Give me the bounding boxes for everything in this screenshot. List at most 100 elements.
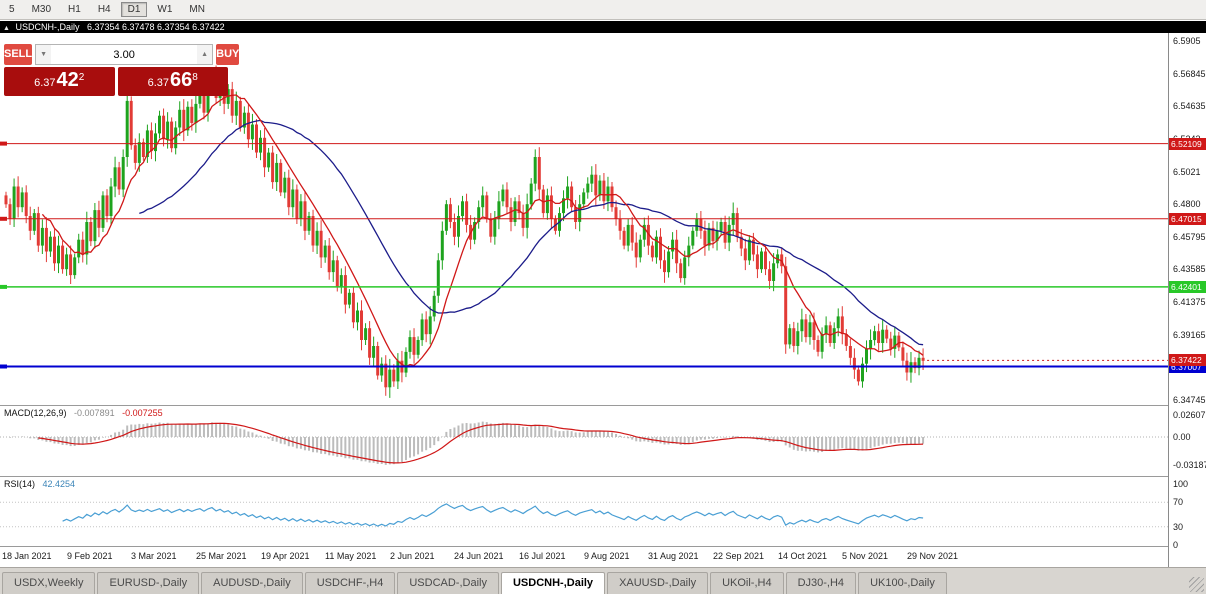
candle-body (129, 100, 133, 146)
sell-price-sup: 2 (78, 72, 85, 83)
candle-body (347, 292, 351, 305)
candle-body (48, 236, 52, 252)
buy-button[interactable]: BUY (216, 44, 240, 65)
tab-USDCHF-,H4[interactable]: USDCHF-,H4 (304, 572, 396, 594)
candle-body (416, 340, 420, 355)
candle-body (44, 227, 48, 252)
candle-body (323, 245, 327, 258)
candle-body (319, 230, 323, 258)
line-left-marker (0, 216, 7, 221)
candle-body (154, 133, 157, 152)
resize-grip[interactable] (1189, 577, 1204, 592)
tab-XAUUSD-,Daily[interactable]: XAUUSD-,Daily (607, 572, 709, 594)
chart-tab-bar: USDX,Weekly EURUSD-,Daily AUDUSD-,Daily USD… (0, 567, 1206, 594)
sell-price-display[interactable]: 6.37 42 2 (4, 67, 115, 96)
tab-USDCNH-,Daily[interactable]: USDCNH-,Daily (500, 572, 606, 594)
collapse-icon[interactable]: ▲ (3, 25, 10, 32)
buy-price-base: 6.37 (147, 77, 170, 89)
candle-body (695, 219, 699, 231)
candle-body (170, 121, 174, 149)
candle-body (230, 89, 234, 116)
price-axis[interactable]: 6.59056.568456.546356.52436.50216.48006.… (1168, 33, 1206, 567)
tab-AUDUSD-,Daily[interactable]: AUDUSD-,Daily (201, 572, 303, 594)
volume-decrease-icon[interactable]: ▼ (36, 45, 52, 64)
timeframe-button-MN[interactable]: MN (189, 4, 205, 15)
candle-body (206, 86, 210, 113)
candle-body (501, 189, 505, 202)
timeframe-button-H4[interactable]: H4 (97, 4, 111, 15)
tab-UKOil-,H4[interactable]: UKOil-,H4 (710, 572, 784, 594)
date-axis-label: 14 Oct 2021 (778, 551, 828, 561)
candle-body (869, 340, 873, 349)
candle-body (65, 254, 69, 270)
candle-body (606, 186, 610, 202)
candle-body (699, 219, 703, 231)
candle-body (638, 239, 642, 258)
candle-body (202, 92, 206, 113)
candle-body (85, 222, 89, 255)
sell-button[interactable]: SELL (4, 44, 33, 65)
date-axis-label: 9 Feb 2021 (67, 551, 113, 561)
candle-body (671, 239, 675, 252)
date-axis-label: 9 Aug 2021 (584, 551, 630, 561)
panel-separator[interactable] (0, 405, 1168, 406)
macd-axis-tick: -0.03187 (1173, 460, 1206, 470)
candle-body (109, 186, 113, 216)
timeframe-button-W1[interactable]: W1 (157, 4, 173, 15)
line-price-tag: 6.47015 (1169, 213, 1206, 225)
candle-body (804, 319, 808, 338)
candle-body (73, 257, 77, 276)
candle-body (465, 201, 469, 225)
panel-separator[interactable] (0, 476, 1168, 477)
rsi-indicator-canvas[interactable] (0, 477, 1168, 546)
candle-body (630, 224, 634, 243)
candle-body (53, 236, 56, 264)
candle-body (57, 245, 60, 264)
volume-input[interactable] (51, 45, 198, 64)
rsi-line (62, 503, 924, 527)
candle-body (808, 322, 812, 338)
tab-USDX,Weekly[interactable]: USDX,Weekly (2, 572, 96, 594)
timeframe-button-H1[interactable]: H1 (68, 4, 81, 15)
ma-fast-line[interactable] (41, 94, 924, 368)
candle-body (388, 369, 392, 388)
candle-body (893, 335, 897, 349)
candle-body (77, 239, 81, 258)
macd-indicator-canvas[interactable] (0, 406, 1168, 476)
tab-EURUSD-,Daily[interactable]: EURUSD-,Daily (97, 572, 200, 594)
candle-body (242, 112, 246, 128)
tab-DJ30-,H4[interactable]: DJ30-,H4 (785, 572, 857, 594)
volume-increase-icon[interactable]: ▲ (197, 45, 213, 64)
candle-body (396, 360, 400, 382)
timeframe-button-D1[interactable]: D1 (120, 2, 148, 17)
candle-body (194, 103, 198, 124)
tab-USDCAD-,Daily[interactable]: USDCAD-,Daily (397, 572, 499, 594)
price-chart-canvas[interactable] (0, 33, 1168, 405)
candle-body (897, 335, 901, 348)
buy-price-display[interactable]: 6.37 66 8 (117, 67, 228, 96)
candle-body (473, 222, 477, 240)
candle-body (20, 192, 24, 208)
candle-body (913, 362, 917, 369)
candle-body (343, 275, 347, 305)
buy-price-big: 66 (170, 69, 193, 91)
date-axis[interactable]: 18 Jan 2021 9 Feb 2021 3 Mar 2021 25 Mar 20… (0, 547, 1168, 567)
tab-UK100-,Daily[interactable]: UK100-,Daily (858, 572, 947, 594)
rsi-axis-tick: 100 (1173, 479, 1189, 489)
timeframe-button-M30[interactable]: M30 (31, 4, 52, 15)
ma-slow-line[interactable] (139, 119, 924, 346)
candle-body (246, 112, 250, 140)
candle-body (667, 251, 671, 273)
candle-body (283, 177, 287, 193)
candle-body (166, 121, 170, 140)
panel-separator[interactable] (0, 546, 1168, 547)
line-left-marker (0, 284, 7, 289)
line-left-marker (0, 364, 7, 369)
candle-body (663, 260, 666, 273)
candle-body (598, 180, 602, 196)
date-axis-label: 25 Mar 2021 (196, 551, 247, 561)
timeframe-button-5[interactable]: 5 (9, 4, 15, 15)
candle-body (158, 115, 161, 134)
candle-body (844, 334, 848, 346)
candle-body (339, 275, 343, 287)
